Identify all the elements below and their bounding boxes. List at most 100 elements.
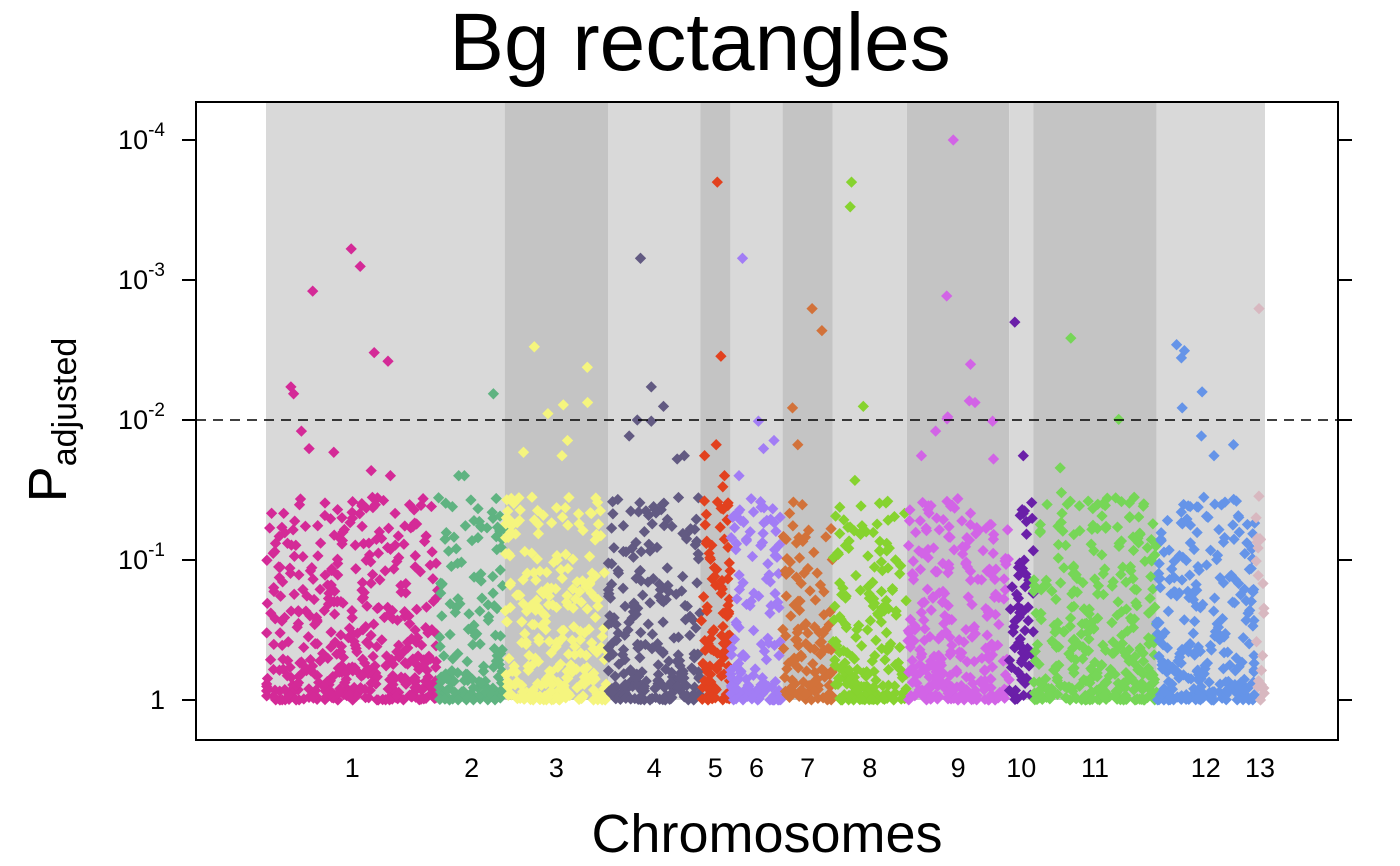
point-chr-8 <box>843 535 855 547</box>
point-chr-5 <box>715 502 727 515</box>
point-chr-13 <box>1250 512 1262 524</box>
point-chr-4 <box>619 678 631 691</box>
point-chr-6 <box>745 493 757 505</box>
point-chr-6 <box>740 533 753 545</box>
point-chr-8 <box>861 624 874 636</box>
point-chr-8 <box>892 656 905 669</box>
point-chr-4-top <box>631 414 643 426</box>
point-chr-9 <box>983 653 995 665</box>
point-chr-11 <box>1129 650 1141 663</box>
point-chr-1 <box>297 551 309 563</box>
point-chr-11 <box>1083 633 1095 645</box>
point-chr-3 <box>559 502 572 514</box>
point-chr-11-top <box>1055 486 1068 499</box>
point-chr-1 <box>395 579 407 592</box>
point-chr-3 <box>577 524 589 537</box>
point-chr-1 <box>406 691 418 703</box>
point-chr-4 <box>608 542 620 554</box>
point-chr-3 <box>567 583 579 595</box>
point-chr-2-top <box>458 470 471 482</box>
point-chr-9 <box>971 522 983 534</box>
point-chr-4 <box>684 629 696 642</box>
point-chr-6 <box>759 678 771 690</box>
point-chr-4 <box>620 546 632 558</box>
point-chr-9 <box>986 661 999 673</box>
point-chr-1 <box>372 547 385 559</box>
point-chr-9 <box>907 555 919 567</box>
y-tick-label: 10-1 <box>118 540 165 575</box>
point-chr-3 <box>596 630 608 643</box>
point-chr-10 <box>1019 624 1031 637</box>
point-chr-8 <box>894 568 906 580</box>
point-chr-10 <box>1012 666 1024 678</box>
point-chr-1 <box>328 608 341 620</box>
point-chr-4 <box>625 505 637 517</box>
point-chr-3 <box>521 567 533 579</box>
point-chr-8 <box>829 600 841 612</box>
point-chr-4 <box>649 682 662 694</box>
point-chr-12 <box>1163 676 1175 688</box>
point-chr-1 <box>276 694 288 706</box>
point-chr-7 <box>777 530 790 543</box>
point-chr-4-top <box>645 381 657 393</box>
point-chr-8 <box>870 634 882 646</box>
point-chr-9 <box>936 629 948 641</box>
point-chr-12-top <box>1170 339 1183 351</box>
point-chr-3 <box>569 593 582 605</box>
point-chr-11 <box>1039 673 1052 685</box>
point-chr-3 <box>500 518 512 530</box>
point-chr-12 <box>1247 620 1259 632</box>
point-chr-1 <box>363 638 375 651</box>
point-chr-12 <box>1178 614 1190 626</box>
point-chr-9 <box>977 544 989 557</box>
point-chr-12 <box>1168 665 1181 677</box>
point-chr-9 <box>960 671 973 683</box>
point-chr-3 <box>574 634 586 646</box>
point-chr-12 <box>1157 639 1169 651</box>
point-chr-3 <box>522 660 534 672</box>
point-chr-9 <box>985 682 997 694</box>
point-chr-9 <box>937 585 949 598</box>
point-chr-11 <box>1100 520 1112 533</box>
point-chr-12 <box>1187 627 1199 640</box>
point-chr-1 <box>317 680 329 692</box>
point-chr-11 <box>1147 518 1159 530</box>
point-chr-1 <box>398 538 410 550</box>
point-chr-3 <box>583 550 596 563</box>
point-chr-3 <box>562 648 575 660</box>
point-chr-8 <box>880 627 893 639</box>
point-chr-3 <box>556 572 568 585</box>
point-chr-1 <box>290 694 302 706</box>
point-chr-12 <box>1155 533 1167 545</box>
point-chr-7 <box>787 686 800 698</box>
point-chr-6 <box>770 525 782 537</box>
point-chr-9-top <box>947 134 959 146</box>
point-chr-7 <box>791 626 803 639</box>
point-chr-1 <box>268 581 280 594</box>
point-chr-1 <box>274 627 286 639</box>
point-chr-1 <box>267 547 279 559</box>
point-chr-3 <box>571 576 583 588</box>
point-chr-4 <box>605 578 618 590</box>
point-chr-1-top <box>345 243 357 255</box>
point-chr-1 <box>370 678 382 690</box>
point-chr-8 <box>882 664 895 676</box>
point-chr-11 <box>1096 510 1108 522</box>
point-chr-3 <box>558 624 570 636</box>
point-chr-1 <box>354 508 366 520</box>
point-chr-11 <box>1139 555 1151 567</box>
point-chr-4 <box>637 682 650 695</box>
point-chr-11 <box>1131 600 1143 612</box>
point-chr-3 <box>591 496 604 509</box>
point-chr-9 <box>959 541 972 553</box>
point-chr-12 <box>1182 500 1194 512</box>
point-chr-7 <box>814 579 827 591</box>
point-chr-2 <box>436 610 448 622</box>
point-chr-6 <box>742 679 754 691</box>
x-axis-label: Chromosomes <box>591 804 942 864</box>
point-chr-4 <box>612 627 624 639</box>
point-chr-12 <box>1238 583 1251 595</box>
point-chr-9 <box>966 598 978 611</box>
point-chr-8 <box>875 585 888 598</box>
point-chr-10 <box>1026 512 1038 525</box>
